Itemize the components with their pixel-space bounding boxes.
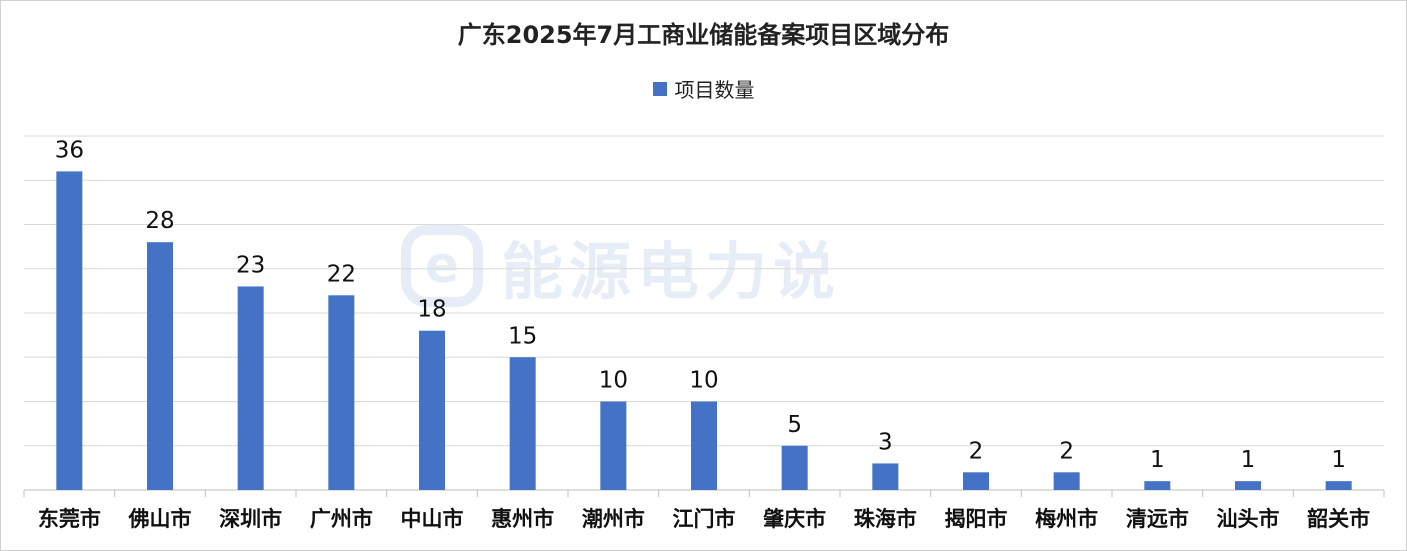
bar <box>872 463 899 490</box>
bar <box>147 242 173 490</box>
bar <box>56 171 83 490</box>
data-label: 18 <box>417 297 446 323</box>
data-label: 5 <box>787 412 802 438</box>
watermark-logo-icon: e <box>401 225 483 307</box>
data-label: 36 <box>55 137 84 163</box>
data-label: 1 <box>1241 447 1256 473</box>
bar <box>1053 472 1080 490</box>
bar <box>328 295 355 490</box>
x-tick-label: 揭阳市 <box>945 507 1008 531</box>
data-label: 22 <box>327 261 356 287</box>
legend-swatch <box>652 81 667 96</box>
x-tick-label: 清远市 <box>1126 507 1189 531</box>
x-tick-label: 广州市 <box>310 507 373 531</box>
data-label: 10 <box>599 368 628 394</box>
x-tick-label: 肇庆市 <box>763 507 826 531</box>
bar <box>237 286 264 490</box>
bar <box>1325 481 1352 490</box>
data-label: 1 <box>1331 447 1346 473</box>
bar <box>1144 481 1171 490</box>
bar <box>600 401 627 490</box>
x-tick-label: 汕头市 <box>1217 507 1280 531</box>
x-tick-label: 深圳市 <box>219 507 282 531</box>
bar <box>419 330 445 490</box>
data-label: 1 <box>1150 447 1165 473</box>
data-label: 2 <box>969 438 984 464</box>
watermark: e 能源电力说 <box>401 221 841 311</box>
data-label: 3 <box>878 429 893 455</box>
bar <box>509 357 536 490</box>
data-label: 10 <box>689 368 718 394</box>
x-tick-label: 中山市 <box>401 507 464 531</box>
data-label: 28 <box>145 208 174 234</box>
x-tick-label: 佛山市 <box>128 507 192 531</box>
x-tick-label: 梅州市 <box>1035 507 1098 531</box>
x-tick-label: 东莞市 <box>38 507 101 531</box>
legend-label: 项目数量 <box>674 78 755 102</box>
bar <box>781 445 808 490</box>
data-label: 23 <box>236 252 265 278</box>
bar <box>963 472 989 490</box>
bar <box>1235 481 1261 490</box>
chart-legend: 项目数量 <box>1 74 1406 103</box>
x-tick-label: 珠海市 <box>854 507 917 531</box>
chart-title: 广东2025年7月工商业储能备案项目区域分布 <box>457 21 950 49</box>
x-tick-label: 韶关市 <box>1307 507 1370 531</box>
bar <box>691 401 717 490</box>
x-tick-label: 潮州市 <box>582 507 645 531</box>
watermark-text: 能源电力说 <box>501 235 842 308</box>
data-label: 2 <box>1059 438 1074 464</box>
x-tick-label: 惠州市 <box>491 507 554 531</box>
x-tick-label: 江门市 <box>673 507 736 531</box>
data-label: 15 <box>508 323 537 349</box>
